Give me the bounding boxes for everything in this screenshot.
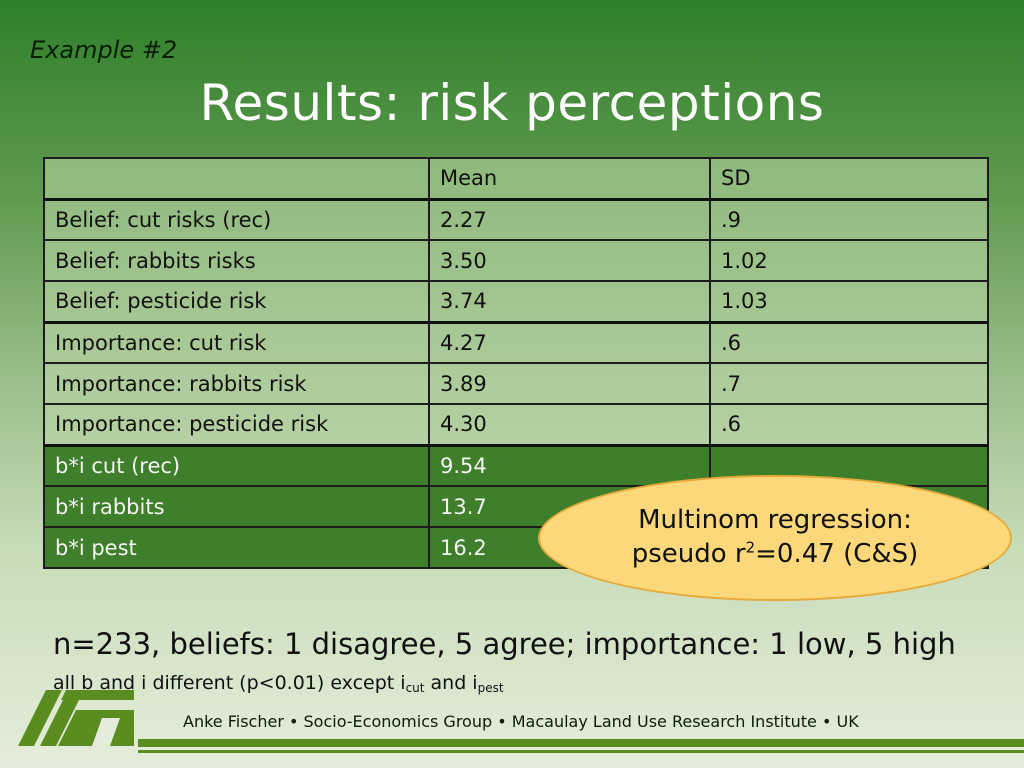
row-sd: 1.03 xyxy=(709,280,989,323)
row-mean: 3.74 xyxy=(428,280,711,323)
row-mean: 4.30 xyxy=(428,403,711,446)
regression-callout: Multinom regression: pseudo r2=0.47 (C&S… xyxy=(538,475,1012,601)
column-header xyxy=(43,157,430,200)
table-row: b*i cut (rec) 9.54 xyxy=(43,443,989,487)
table-row: Belief: pesticide risk 3.74 1.03 xyxy=(43,280,989,323)
row-label: b*i pest xyxy=(43,526,430,569)
row-label: Belief: pesticide risk xyxy=(43,280,430,323)
callout-superscript: 2 xyxy=(745,538,756,557)
row-label: Belief: cut risks (rec) xyxy=(43,197,430,241)
note-part-a: all b and i different (p<0.01) except i xyxy=(53,672,406,694)
note-sub-cut: cut xyxy=(405,681,425,695)
row-mean: 2.27 xyxy=(428,197,711,241)
row-mean: 3.89 xyxy=(428,362,711,405)
row-mean: 4.27 xyxy=(428,320,711,364)
table-row: Importance: cut risk 4.27 .6 xyxy=(43,320,989,364)
column-header-sd: SD xyxy=(709,157,989,200)
column-header-mean: Mean xyxy=(428,157,711,200)
callout-line-2: pseudo r2=0.47 (C&S) xyxy=(632,538,919,572)
row-mean: 9.54 xyxy=(428,443,711,487)
row-label: Importance: cut risk xyxy=(43,320,430,364)
significance-note: all b and i different (p<0.01) except ic… xyxy=(53,672,504,695)
note-part-b: and i xyxy=(424,672,478,694)
row-label: b*i cut (rec) xyxy=(43,443,430,487)
callout-line-1: Multinom regression: xyxy=(638,505,912,536)
row-label: Importance: rabbits risk xyxy=(43,362,430,405)
callout-prefix: pseudo r xyxy=(631,539,746,569)
row-sd: .9 xyxy=(709,197,989,241)
table-row: Importance: pesticide risk 4.30 .6 xyxy=(43,403,989,446)
table-row: Belief: cut risks (rec) 2.27 .9 xyxy=(43,197,989,241)
row-label: Importance: pesticide risk xyxy=(43,403,430,446)
footer-divider-thin xyxy=(138,750,1024,753)
slide-title: Results: risk perceptions xyxy=(199,74,825,132)
row-sd: .7 xyxy=(709,362,989,405)
row-sd: .6 xyxy=(709,403,989,446)
row-mean: 3.50 xyxy=(428,239,711,282)
row-sd: .6 xyxy=(709,320,989,364)
footer-divider xyxy=(138,739,1024,747)
row-label: b*i rabbits xyxy=(43,485,430,528)
example-label: Example #2 xyxy=(30,36,178,64)
institute-logo-icon xyxy=(18,690,134,746)
table-header-row: Mean SD xyxy=(43,157,989,200)
table-row: Importance: rabbits risk 3.89 .7 xyxy=(43,362,989,405)
note-sub-pest: pest xyxy=(477,681,504,695)
table-row: Belief: rabbits risks 3.50 1.02 xyxy=(43,239,989,282)
row-label: Belief: rabbits risks xyxy=(43,239,430,282)
footer-credit: Anke Fischer • Socio-Economics Group • M… xyxy=(183,712,859,731)
callout-suffix: =0.47 (C&S) xyxy=(755,539,919,569)
row-sd: 1.02 xyxy=(709,239,989,282)
sample-note: n=233, beliefs: 1 disagree, 5 agree; imp… xyxy=(53,627,956,661)
